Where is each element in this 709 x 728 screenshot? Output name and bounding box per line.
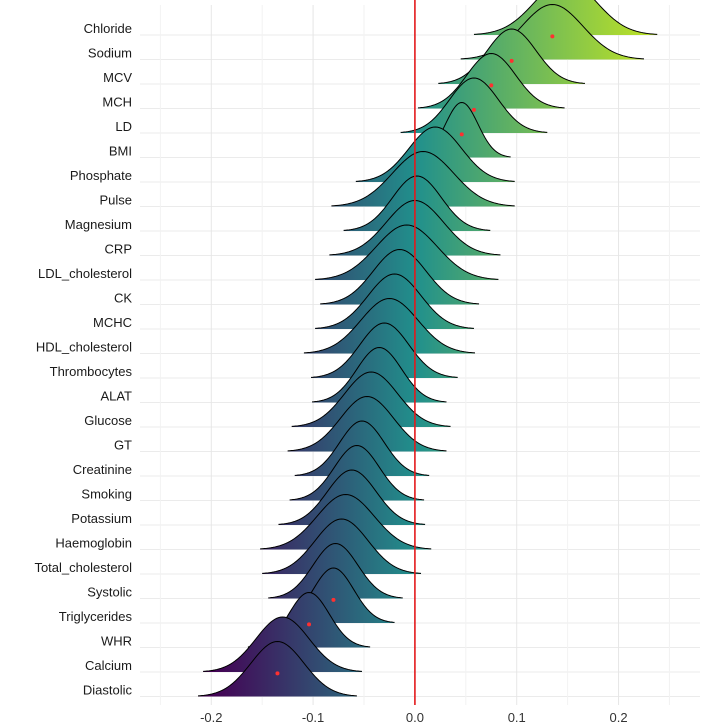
y-axis-labels: Chloride Sodium MCV MCH LD BMI Phosphate Pulse M…: [34, 21, 132, 698]
mean-point-sodium: [550, 34, 555, 39]
ridge-outline-mch: [417, 52, 565, 109]
y-label-glucose: Glucose: [84, 413, 132, 428]
ridge-area-phosphate: [355, 127, 515, 182]
ridge-outline-total-cholesterol: [262, 518, 422, 574]
mean-point-ld: [471, 107, 476, 112]
mean-point-mch: [489, 83, 494, 88]
ridge-outline-magnesium: [343, 175, 491, 231]
y-label-systolic: Systolic: [87, 585, 132, 600]
x-tick-label: 0.1: [508, 710, 526, 725]
y-label-triglycerides: Triglycerides: [59, 609, 133, 624]
x-tick-label: 0.2: [610, 710, 628, 725]
x-tick-label: -0.1: [302, 710, 324, 725]
ridge-outline-alat: [312, 346, 447, 403]
y-label-magnesium: Magnesium: [65, 217, 132, 232]
y-label-potassium: Potassium: [71, 511, 132, 526]
ridge-outline-thrombocytes: [311, 322, 458, 378]
ridge-outline-smoking: [289, 444, 425, 501]
y-label-ck: CK: [114, 291, 132, 306]
ridge-outline-creatinine: [294, 420, 430, 476]
mean-point-diastolic: [275, 671, 280, 676]
ridge-outline-diastolic: [198, 640, 357, 697]
y-label-gt: GT: [114, 438, 132, 453]
ridge-outline-calcium: [203, 616, 362, 672]
grid-layer: [140, 5, 700, 705]
x-axis-ticks: -0.2 -0.1 0.0 0.1 0.2: [200, 710, 628, 725]
ridge-outline-haemoglobin: [260, 493, 432, 550]
y-label-calcium: Calcium: [85, 658, 132, 673]
mean-point-bmi: [459, 132, 464, 137]
y-label-hdl-cholesterol: HDL_cholesterol: [36, 340, 132, 355]
ridge-outline-chloride: [473, 0, 658, 35]
y-label-mcv: MCV: [103, 70, 132, 85]
x-tick-label: -0.2: [200, 710, 222, 725]
ridge-layer: [198, 0, 658, 697]
y-label-pulse: Pulse: [99, 193, 132, 208]
y-label-smoking: Smoking: [81, 487, 132, 502]
mean-point-triglycerides: [331, 597, 336, 602]
y-label-creatinine: Creatinine: [73, 462, 132, 477]
y-label-alat: ALAT: [100, 389, 132, 404]
ridge-outline-ck: [320, 248, 480, 305]
y-label-diastolic: Diastolic: [83, 683, 133, 698]
y-label-mchc: MCHC: [93, 315, 132, 330]
ridge-outline-pulse: [331, 150, 515, 207]
ridge-outline-hdl-cholesterol: [303, 297, 476, 354]
ridge-outline-phosphate: [355, 126, 515, 182]
ridge-outline-potassium: [278, 469, 426, 525]
ridge-outline-mcv: [438, 28, 585, 84]
y-label-crp: CRP: [105, 242, 132, 257]
y-label-sodium: Sodium: [88, 46, 132, 61]
ridge-diastolic: [198, 640, 357, 697]
ridge-area-ld: [400, 78, 548, 133]
ridge-outline-mchc: [315, 273, 474, 329]
ridge-outline-ldl-cholesterol: [315, 224, 499, 280]
y-label-haemoglobin: Haemoglobin: [55, 536, 132, 551]
y-label-chloride: Chloride: [84, 21, 132, 36]
y-label-mch: MCH: [102, 95, 132, 110]
mean-point-whr: [307, 622, 312, 627]
ridge-outline-systolic: [268, 542, 403, 599]
y-label-ldl-cholesterol: LDL_cholesterol: [38, 266, 132, 281]
y-label-whr: WHR: [101, 634, 132, 649]
ridge-area-diastolic: [198, 641, 357, 697]
y-label-ld: LD: [115, 119, 132, 134]
x-tick-label: 0.0: [406, 710, 424, 725]
y-label-total-cholesterol: Total_cholesterol: [34, 560, 132, 575]
ridge-outline-gt: [287, 395, 447, 452]
ridge-ld: [400, 77, 548, 133]
y-label-bmi: BMI: [109, 144, 132, 159]
mean-point-mcv: [509, 58, 514, 63]
ridge-outline-ld: [400, 77, 548, 133]
y-label-thrombocytes: Thrombocytes: [50, 364, 133, 379]
ridge-outline-glucose: [291, 371, 451, 427]
y-label-phosphate: Phosphate: [70, 168, 132, 183]
